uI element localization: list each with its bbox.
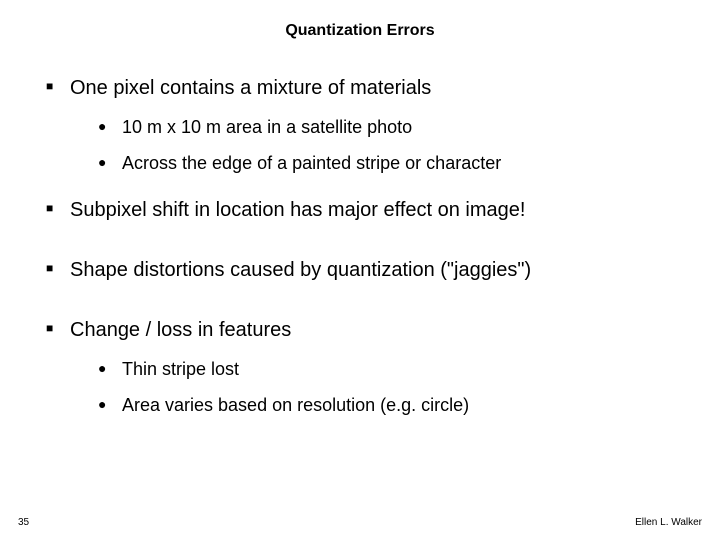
dot-bullet-icon: ● (98, 116, 122, 136)
list-item-text: Area varies based on resolution (e.g. ci… (122, 394, 469, 416)
sublist: ● 10 m x 10 m area in a satellite photo … (98, 116, 680, 174)
author-name: Ellen L. Walker (635, 517, 702, 528)
square-bullet-icon: ■ (40, 76, 70, 96)
list-item-text: One pixel contains a mixture of material… (70, 76, 431, 100)
list-item-text: Subpixel shift in location has major eff… (70, 198, 525, 222)
list-item: ● Area varies based on resolution (e.g. … (98, 394, 680, 416)
sublist: ● Thin stripe lost ● Area varies based o… (98, 358, 680, 416)
dot-bullet-icon: ● (98, 358, 122, 378)
list-item-text: Across the edge of a painted stripe or c… (122, 152, 501, 174)
list-item: ■ Change / loss in features (40, 318, 680, 342)
list-item-text: Change / loss in features (70, 318, 291, 342)
list-item-text: 10 m x 10 m area in a satellite photo (122, 116, 412, 138)
dot-bullet-icon: ● (98, 394, 122, 414)
page-number: 35 (18, 517, 29, 528)
list-item: ● 10 m x 10 m area in a satellite photo (98, 116, 680, 138)
slide-content: ■ One pixel contains a mixture of materi… (40, 76, 680, 430)
list-item-text: Thin stripe lost (122, 358, 239, 380)
slide: Quantization Errors ■ One pixel contains… (0, 0, 720, 540)
square-bullet-icon: ■ (40, 258, 70, 278)
page-title: Quantization Errors (0, 22, 720, 40)
square-bullet-icon: ■ (40, 318, 70, 338)
square-bullet-icon: ■ (40, 198, 70, 218)
list-item: ■ Shape distortions caused by quantizati… (40, 258, 680, 282)
dot-bullet-icon: ● (98, 152, 122, 172)
list-item: ■ One pixel contains a mixture of materi… (40, 76, 680, 100)
list-item: ● Thin stripe lost (98, 358, 680, 380)
list-item-text: Shape distortions caused by quantization… (70, 258, 531, 282)
list-item: ■ Subpixel shift in location has major e… (40, 198, 680, 222)
list-item: ● Across the edge of a painted stripe or… (98, 152, 680, 174)
